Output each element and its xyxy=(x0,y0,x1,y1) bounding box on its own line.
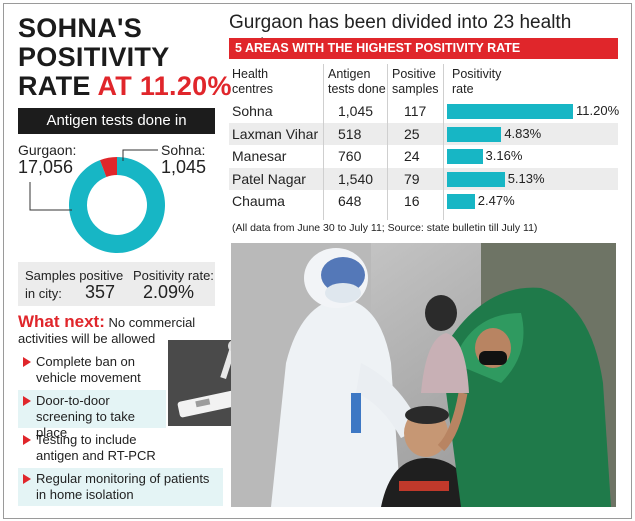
headline-rate: AT 11.20% xyxy=(97,71,232,101)
health-worker-testing-illustration xyxy=(231,243,616,507)
samples-positive-value: 357 xyxy=(85,282,116,302)
positive-samples-value: 25 xyxy=(404,125,420,142)
samples-label-line2: in city: xyxy=(25,286,62,301)
testing-photo xyxy=(231,243,616,507)
bullet-text: Regular monitoring of patients in home i… xyxy=(36,471,210,502)
header-antigen-tests: Antigen tests done xyxy=(328,67,386,96)
gurgaon-label: Gurgaon: xyxy=(18,142,77,158)
health-centre-name: Laxman Vihar xyxy=(232,125,319,142)
gurgaon-value: 17,056 xyxy=(18,157,74,177)
what-next-intro: No commercial activities will be allowed xyxy=(18,315,196,346)
antigen-tests-value: 1,045 xyxy=(338,103,374,119)
bullet-item: Complete ban on vehicle movement xyxy=(18,354,168,386)
header-positive-samples: Positive samples xyxy=(392,67,439,96)
headline-line2: POSITIVITY xyxy=(18,42,170,72)
positivity-rate-label: 4.83% xyxy=(504,125,542,141)
donut-slice-sohna xyxy=(99,157,117,177)
health-centre-name: Chauma xyxy=(232,193,285,209)
what-next-heading: What next: xyxy=(18,312,105,331)
table-row: Chauma 648 16 2.47% xyxy=(229,190,618,212)
headline-line3: RATE AT 11.20% xyxy=(18,72,232,101)
donut-slice-gurgaon xyxy=(68,157,165,254)
positive-samples-value: 24 xyxy=(404,148,420,164)
positivity-rate-label: 3.16% xyxy=(485,148,523,163)
bullet-text: Testing to include antigen and RT-PCR xyxy=(36,432,156,463)
triangle-bullet-icon xyxy=(23,474,31,484)
positivity-bar xyxy=(447,104,573,119)
samples-label-line1: Samples positive xyxy=(25,268,124,283)
positivity-bar xyxy=(447,171,505,187)
table-row: Laxman Vihar 518 25 4.83% xyxy=(229,122,618,145)
antigen-tests-value: 518 xyxy=(338,125,362,142)
positivity-rate-label: 2.47% xyxy=(477,193,515,208)
table-row: Patel Nagar 1,540 79 5.13% xyxy=(229,167,618,190)
bullet-item: Regular monitoring of patients in home i… xyxy=(18,468,223,506)
bullet-item: Door-to-door screening to take place xyxy=(18,390,168,440)
source-note: (All data from June 30 to July 11; Sourc… xyxy=(232,222,538,234)
sohna-value: 1,045 xyxy=(161,157,207,177)
triangle-bullet-icon xyxy=(23,435,31,445)
sohna-label: Sohna: xyxy=(161,142,206,158)
positive-samples-value: 16 xyxy=(404,193,420,209)
header-positivity-rate: Positivity rate xyxy=(452,67,502,96)
positivity-rate-value: 2.09% xyxy=(143,282,195,302)
triangle-bullet-icon xyxy=(23,396,31,406)
bullet-text: Door-to-door screening to take place xyxy=(36,393,136,440)
headline: SOHNA'S POSITIVITY RATE AT 11.20% xyxy=(18,14,232,101)
antigen-tests-value: 760 xyxy=(338,148,362,164)
what-next-block: What next: No commercial activities will… xyxy=(18,312,215,347)
positivity-rate-label: 11.20% xyxy=(576,103,620,118)
health-centre-name: Manesar xyxy=(232,148,287,164)
bullet-item: Testing to include antigen and RT-PCR xyxy=(18,432,178,464)
headline-line1: SOHNA'S xyxy=(18,13,143,43)
antigen-title-bar: Antigen tests done in xyxy=(18,108,215,134)
positive-samples-value: 79 xyxy=(404,170,420,187)
table-row: Sohna 1,045 117 11.20% xyxy=(229,100,620,122)
positivity-bar xyxy=(447,126,502,142)
gurgaon-leader-line xyxy=(29,182,72,211)
column-divider xyxy=(443,64,444,220)
table-row: Manesar 760 24 3.16% xyxy=(229,145,618,167)
sohna-leader-line xyxy=(122,149,158,161)
positivity-rate-label: Positivity rate: xyxy=(133,268,214,283)
header-health-centres: Health centres xyxy=(232,67,273,96)
column-divider xyxy=(323,64,324,220)
areas-banner: 5 AREAS WITH THE HIGHEST POSITIVITY RATE xyxy=(229,38,618,59)
positivity-rate-label: 5.13% xyxy=(507,170,545,186)
health-centre-name: Sohna xyxy=(232,103,273,119)
infographic-frame xyxy=(3,3,632,519)
triangle-bullet-icon xyxy=(23,357,31,367)
health-centre-name: Patel Nagar xyxy=(232,170,306,187)
positive-samples-value: 117 xyxy=(404,103,427,119)
headline-line3-prefix: RATE xyxy=(18,71,91,101)
antigen-tests-value: 1,540 xyxy=(338,170,374,187)
samples-box: Samples positive in city: 357 Positivity… xyxy=(18,262,215,306)
gurgaon-label-block: Gurgaon: 17,056 xyxy=(18,142,76,176)
sohna-label-block: Sohna: 1,045 xyxy=(161,142,206,176)
positivity-bar xyxy=(447,149,483,164)
positivity-bar xyxy=(447,194,475,209)
column-divider xyxy=(387,64,388,220)
bullet-text: Complete ban on vehicle movement xyxy=(36,354,141,385)
antigen-tests-value: 648 xyxy=(338,193,362,209)
